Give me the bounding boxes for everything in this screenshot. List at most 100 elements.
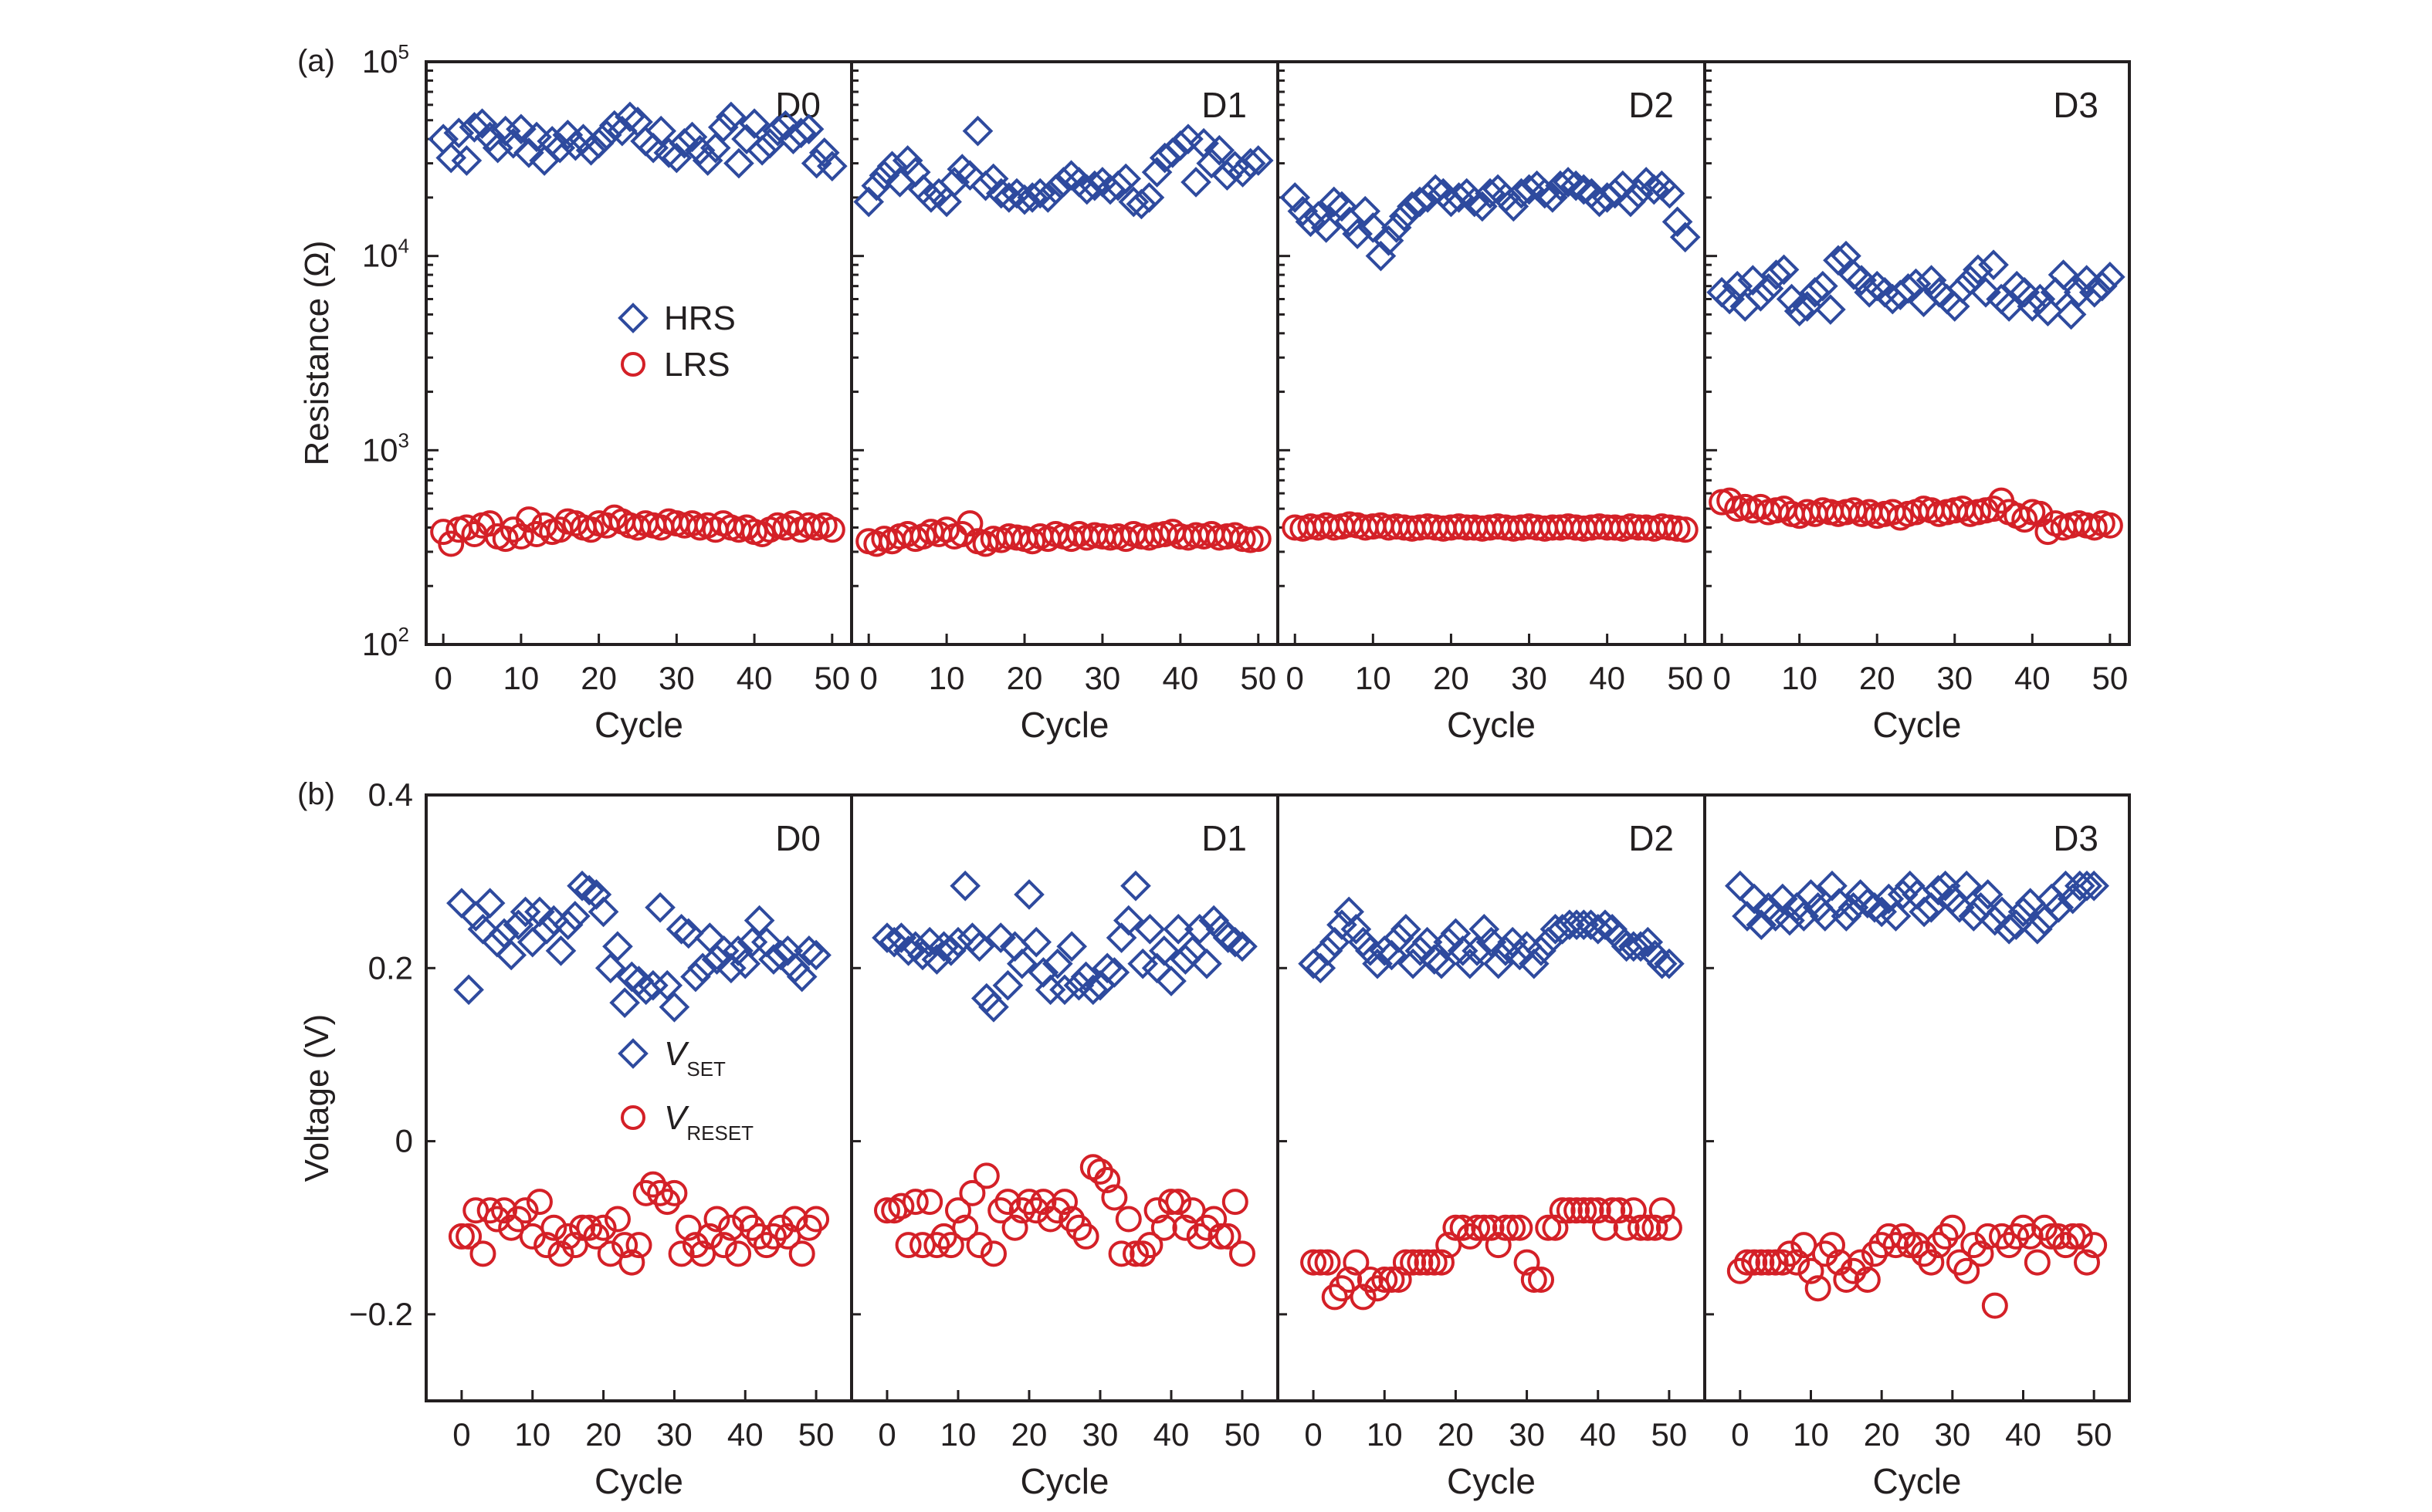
x-tick-label: 20	[585, 1416, 622, 1453]
series-HRS	[1279, 167, 1701, 272]
data-point-vreset	[1123, 1240, 1149, 1267]
data-point-vreset	[1606, 1197, 1633, 1224]
data-point-vreset	[1136, 1232, 1163, 1259]
data-point-hrs	[970, 170, 1001, 201]
series-VRESET	[1726, 1214, 2108, 1319]
data-point-vreset	[916, 1189, 943, 1216]
data-point-vreset	[973, 1162, 1000, 1189]
data-point-vset	[1831, 901, 1862, 932]
data-point-hrs	[931, 186, 962, 218]
data-point-vreset	[1492, 1214, 1519, 1241]
data-point-vreset	[1826, 1249, 1853, 1276]
x-tick-label: 40	[2014, 660, 2051, 696]
data-point-vset	[1972, 879, 2004, 910]
data-point-hrs	[1443, 182, 1475, 213]
data-point-vreset	[1357, 1267, 1384, 1293]
data-point-vset	[446, 888, 477, 919]
y-tick-label: 102	[362, 623, 409, 662]
x-tick-label: 40	[2005, 1416, 2041, 1453]
data-point-hrs	[977, 163, 1009, 194]
data-point-vset	[1433, 926, 1465, 958]
data-point-vset	[1646, 948, 1678, 979]
data-point-vset	[1462, 935, 1492, 966]
x-tick-label: 50	[1667, 660, 1703, 696]
data-point-hrs	[1615, 186, 1646, 218]
data-point-vset	[496, 939, 527, 971]
data-point-vreset	[1030, 1189, 1057, 1216]
data-point-vset	[474, 888, 506, 919]
data-point-vreset	[2017, 1223, 2044, 1250]
data-point-vset	[1404, 935, 1436, 966]
data-point-hrs	[1970, 276, 2001, 308]
data-point-vreset	[1840, 1257, 1867, 1284]
data-point-lrs	[957, 510, 984, 537]
data-point-hrs	[560, 130, 591, 161]
data-point-vreset	[1229, 1240, 1255, 1267]
data-point-vreset	[1208, 1223, 1235, 1250]
data-point-vset	[1632, 926, 1664, 958]
data-point-hrs	[2095, 261, 2125, 293]
data-point-vset	[1362, 948, 1393, 979]
data-point-vset	[1092, 952, 1123, 984]
data-point-vreset	[725, 1240, 752, 1267]
x-tick-label: 50	[2076, 1416, 2112, 1453]
data-point-vreset	[1065, 1214, 1092, 1241]
data-point-vreset	[1350, 1284, 1377, 1311]
data-point-hrs	[1302, 201, 1334, 232]
data-point-vreset	[732, 1206, 759, 1233]
subplot-D1: 0 10 20 30 40 50 Cycle D1	[850, 60, 1279, 745]
data-point-hrs	[615, 101, 645, 133]
data-point-vset	[2050, 870, 2081, 901]
data-point-lrs	[2034, 519, 2061, 546]
data-point-hrs	[1506, 178, 1537, 209]
data-point-vset	[2078, 870, 2109, 901]
data-point-hrs	[1584, 186, 1615, 218]
legend-label: LRS	[664, 346, 730, 384]
x-tick-label: 40	[1589, 660, 1625, 696]
data-point-vreset	[1882, 1232, 1909, 1259]
series-LRS	[1709, 487, 2123, 546]
y-tick-label: 0	[395, 1123, 413, 1159]
data-point-hrs	[1846, 265, 1877, 296]
data-point-hrs	[1776, 283, 1807, 315]
data-point-vset	[652, 969, 683, 1001]
data-point-vset	[879, 926, 910, 958]
data-point-hrs	[2032, 296, 2064, 326]
data-point-vreset	[1072, 1223, 1099, 1250]
legend: VSET VRESET	[618, 1035, 754, 1145]
data-point-vset	[1056, 931, 1088, 962]
data-point-lrs	[438, 530, 465, 557]
data-point-vreset	[590, 1214, 617, 1241]
data-point-hrs	[1955, 265, 1986, 296]
data-point-hrs	[1745, 281, 1777, 312]
data-point-hrs	[2071, 265, 2102, 296]
data-point-hrs	[2024, 283, 2056, 315]
x-tick-label: 20	[1859, 660, 1895, 696]
series-HRS	[853, 115, 1274, 220]
data-point-vset	[1887, 879, 1919, 910]
data-point-hrs	[808, 137, 840, 168]
data-point-vreset	[1044, 1197, 1071, 1224]
data-point-vset	[978, 991, 1009, 1023]
data-point-lrs	[476, 510, 503, 537]
data-point-lrs	[492, 526, 519, 553]
legend-marker-circle-icon	[621, 1105, 645, 1130]
data-point-vreset	[1777, 1240, 1803, 1267]
data-point-hrs	[1040, 174, 1072, 205]
data-point-vset	[1526, 935, 1556, 966]
data-point-vreset	[1762, 1249, 1789, 1276]
data-point-hrs	[876, 151, 908, 182]
data-point-lrs	[2096, 512, 2123, 539]
data-point-vreset	[1449, 1214, 1476, 1241]
data-point-hrs	[1196, 147, 1228, 179]
data-point-vset	[872, 922, 903, 953]
data-point-vreset	[1428, 1249, 1455, 1276]
data-point-vset	[489, 918, 520, 949]
data-point-hrs	[785, 117, 817, 149]
data-point-vreset	[966, 1232, 993, 1259]
data-point-hrs	[1838, 259, 1869, 290]
data-point-hrs	[747, 134, 777, 166]
data-point-vset	[957, 922, 988, 953]
y-tick-label: 103	[362, 428, 409, 468]
data-point-hrs	[1714, 283, 1746, 315]
